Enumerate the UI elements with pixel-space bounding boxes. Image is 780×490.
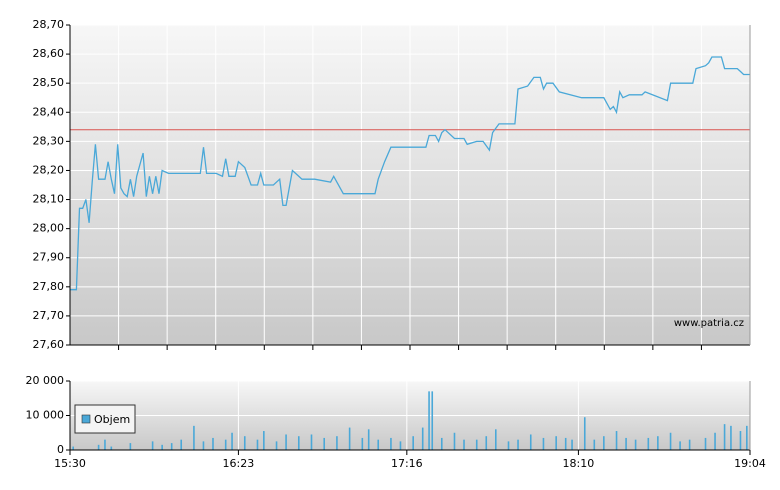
price-line — [70, 56, 750, 291]
volume-bar — [704, 437, 707, 450]
y-tick-label: 20 000 — [26, 374, 65, 387]
y-tick-label: 28,20 — [33, 163, 65, 176]
volume-bar — [212, 437, 214, 450]
y-tick-label: 28,00 — [33, 222, 65, 235]
volume-bar — [603, 436, 605, 450]
volume-bar — [625, 437, 627, 450]
volume-bar — [657, 436, 659, 450]
volume-bar — [428, 391, 430, 450]
volume-bar — [440, 437, 443, 450]
volume-bar — [231, 432, 233, 450]
volume-bar — [555, 436, 557, 450]
y-tick-label: 28,60 — [33, 47, 65, 60]
volume-bar — [421, 427, 424, 450]
volume-bar — [367, 429, 370, 450]
volume-bar — [390, 437, 392, 450]
volume-bar — [593, 439, 596, 450]
volume-bar — [475, 439, 478, 450]
y-tick-label: 28,40 — [33, 105, 65, 118]
volume-bar — [256, 439, 259, 450]
volume-bar — [634, 439, 637, 450]
volume-bar — [323, 437, 326, 450]
volume-bar — [739, 431, 742, 450]
volume-bar — [310, 434, 313, 450]
volume-bar — [151, 441, 154, 450]
y-tick-label: 28,50 — [33, 76, 65, 89]
legend-label: Objem — [94, 413, 130, 426]
volume-bar — [485, 436, 488, 450]
y-tick-label: 28,10 — [33, 193, 65, 206]
volume-bar — [517, 439, 519, 450]
volume-bar — [399, 441, 402, 450]
volume-bar — [583, 417, 586, 450]
volume-bar — [453, 432, 456, 450]
volume-bar — [202, 441, 205, 450]
volume-bar — [463, 439, 465, 450]
volume-bar — [110, 446, 113, 450]
x-tick-label: 17:16 — [391, 457, 423, 470]
volume-bar — [730, 425, 732, 450]
volume-bar — [529, 434, 532, 450]
volume-bar — [97, 444, 100, 450]
volume-bar — [243, 436, 246, 450]
y-tick-label: 10 000 — [26, 409, 65, 422]
volume-bar — [161, 444, 163, 450]
volume-bar — [412, 436, 414, 450]
watermark: www.patria.cz — [674, 318, 744, 329]
volume-bar — [688, 439, 691, 450]
y-tick-label: 27,80 — [33, 280, 65, 293]
x-tick-label: 18:10 — [563, 457, 595, 470]
legend-swatch — [81, 414, 91, 424]
volume-bar — [647, 437, 650, 450]
volume-bar — [193, 425, 195, 450]
y-tick-label: 27,70 — [33, 309, 65, 322]
y-tick-label: 28,70 — [33, 18, 65, 31]
volume-bar — [170, 443, 173, 450]
x-tick-label: 15:30 — [54, 457, 86, 470]
volume-bar — [285, 434, 287, 450]
x-tick-label: 16:23 — [223, 457, 255, 470]
volume-bar — [72, 446, 74, 450]
volume-bar — [180, 439, 183, 450]
volume-bar — [129, 443, 132, 450]
volume-bar — [275, 441, 278, 450]
volume-bar — [361, 437, 364, 450]
volume-bar — [431, 391, 434, 450]
x-tick-label: 19:04 — [734, 457, 766, 470]
volume-bar — [263, 431, 265, 450]
y-tick-label: 0 — [57, 443, 64, 456]
volume-bar — [714, 432, 716, 450]
volume-bar — [507, 441, 510, 450]
y-tick-label: 28,30 — [33, 134, 65, 147]
volume-bar — [723, 424, 726, 450]
volume-bar — [104, 439, 106, 450]
volume-bar — [348, 427, 351, 450]
volume-bar — [679, 441, 681, 450]
volume-bar — [615, 431, 618, 450]
volume-bar — [571, 439, 573, 450]
volume-bar — [669, 432, 672, 450]
volume-bar — [377, 439, 380, 450]
volume-bar — [336, 436, 338, 450]
volume-bar — [564, 437, 567, 450]
volume-bar — [494, 429, 497, 450]
y-tick-label: 27,60 — [33, 338, 65, 351]
y-tick-label: 27,90 — [33, 251, 65, 264]
volume-bar — [746, 425, 748, 450]
volume-bar — [224, 439, 227, 450]
volume-bar — [297, 436, 300, 450]
volume-bar — [542, 437, 545, 450]
